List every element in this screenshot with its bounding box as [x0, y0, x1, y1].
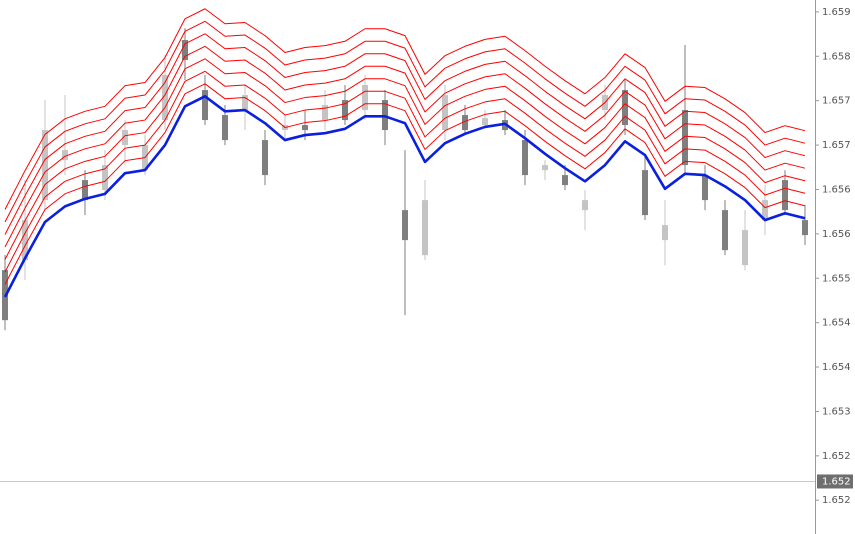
y-tick-label: 1.657	[822, 140, 851, 151]
candle-body	[682, 110, 688, 166]
candle-body	[102, 165, 108, 191]
candle-body	[782, 180, 788, 211]
candle-body	[522, 140, 528, 176]
y-tick-label: 1.656	[822, 184, 851, 195]
candle-body	[622, 90, 628, 126]
y-tick-label: 1.655	[822, 273, 851, 284]
candle-body	[222, 115, 228, 141]
candle-body	[22, 220, 28, 261]
candle-body	[802, 220, 808, 236]
y-tick-label: 1.652	[822, 451, 851, 462]
y-tick-label: 1.653	[822, 406, 851, 417]
candle-body	[402, 210, 408, 241]
y-tick-label: 1.658	[822, 51, 851, 62]
candle-body	[582, 200, 588, 211]
y-tick-label: 1.652	[822, 495, 851, 506]
plot-area	[0, 8, 815, 482]
y-tick-label: 1.657	[822, 96, 851, 107]
candle-body	[722, 210, 728, 251]
indicator-line	[4, 45, 806, 248]
indicator-line	[4, 58, 806, 260]
y-tick-label: 1.656	[822, 229, 851, 240]
candle-body	[202, 90, 208, 121]
y-tick-label: 1.654	[822, 362, 851, 373]
candle-body	[462, 115, 468, 131]
indicator-line	[4, 8, 806, 210]
candle-body	[702, 175, 708, 201]
indicator-line	[4, 83, 806, 285]
candle-body	[322, 105, 328, 121]
candle-body	[642, 170, 648, 216]
candle-body	[62, 150, 68, 161]
candle-body	[82, 180, 88, 201]
candle-body	[662, 225, 668, 241]
candle-body	[42, 130, 48, 201]
indicator-line	[4, 33, 806, 235]
indicator-line	[3, 95, 806, 298]
candle-body	[262, 140, 268, 176]
candle-body	[182, 40, 188, 61]
candle-body	[482, 118, 488, 126]
current-price-label: 1.652	[822, 476, 851, 487]
candle-body	[542, 165, 548, 171]
candle-body	[362, 85, 368, 111]
current-price-box	[817, 474, 853, 489]
y-tick-label: 1.654	[822, 318, 851, 329]
indicator-line	[4, 20, 806, 223]
candle-body	[442, 95, 448, 131]
candle-body	[562, 175, 568, 186]
candle-body	[162, 75, 168, 121]
indicator-line	[4, 70, 806, 273]
candle-body	[302, 125, 308, 131]
candle-body	[762, 200, 768, 221]
candle-body	[342, 100, 348, 121]
candle-body	[242, 95, 248, 111]
candle-body	[122, 130, 128, 146]
candle-body	[422, 200, 428, 256]
y-tick-label: 1.659	[822, 7, 851, 18]
candle-body	[742, 230, 748, 266]
price-axis: 1.659 1.658 1.657 1.657 1.656 1.656 1.655 1.654…	[815, 7, 853, 506]
